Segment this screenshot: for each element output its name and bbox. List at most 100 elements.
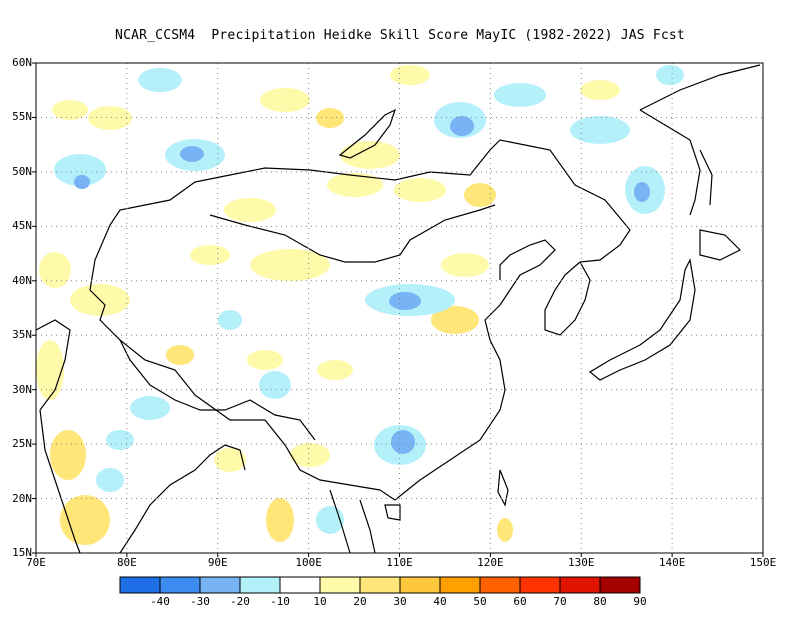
positive-skill-patch — [340, 141, 400, 169]
positive-skill-patch — [266, 498, 294, 542]
negative-skill-patch — [494, 83, 546, 107]
hainan-coast — [384, 504, 401, 521]
colorbar-swatch — [199, 576, 241, 594]
colorbar-label: 90 — [633, 595, 647, 608]
negative-skill-patch — [389, 292, 421, 310]
mongolia-border — [209, 204, 496, 263]
lat-tick-label: 60N — [12, 56, 32, 69]
lat-tick-label: 30N — [12, 382, 32, 396]
colorbar-label: 60 — [513, 595, 527, 608]
colorbar-label: 40 — [433, 595, 447, 608]
china-west-border — [89, 181, 265, 421]
lat-tick-label: 35N — [12, 328, 32, 342]
lon-tick-label: 100E — [295, 556, 322, 569]
negative-skill-patch — [391, 430, 415, 454]
positive-skill-patch — [50, 430, 86, 480]
lon-tick-label: 110E — [386, 556, 413, 569]
lat-tick-label: 25N — [12, 437, 32, 451]
lat-tick-label: 55N — [12, 110, 32, 124]
lat-tick-label: 45N — [12, 219, 32, 233]
negative-skill-patch — [634, 182, 650, 202]
colorbar-label: 50 — [473, 595, 487, 608]
positive-skill-patch — [316, 108, 344, 128]
lat-tick-label: 40N — [12, 273, 32, 287]
positive-skill-patch — [166, 345, 194, 365]
hokkaido-coast — [699, 229, 742, 261]
colorbar-label: 30 — [393, 595, 407, 608]
lon-tick-label: 140E — [658, 556, 686, 569]
colorbar — [119, 576, 641, 594]
colorbar-swatch — [359, 576, 401, 594]
positive-skill-patch — [60, 495, 110, 545]
colorbar-label: -10 — [270, 595, 290, 608]
positive-skill-patch — [431, 306, 479, 334]
india-coast — [39, 409, 246, 554]
colorbar-swatch — [159, 576, 201, 594]
negative-skill-patch — [130, 396, 170, 420]
lat-tick-label: 20N — [12, 491, 32, 505]
map-title: NCAR_CCSM4 Precipitation Heidke Skill Sc… — [115, 28, 685, 43]
positive-skill-patch — [327, 173, 383, 197]
negative-skill-patch — [259, 371, 291, 399]
axis-ticks — [32, 62, 764, 557]
negative-skill-patch — [180, 146, 204, 162]
positive-skill-patch — [464, 183, 496, 207]
china-east-coast — [394, 239, 556, 501]
negative-skill-patch — [106, 430, 134, 450]
negative-skill-patch — [138, 68, 182, 92]
positive-skill-patch — [39, 252, 71, 288]
colorbar-swatch — [319, 576, 361, 594]
lon-tick-label: 70E — [26, 556, 46, 569]
lon-tick-label: 80E — [116, 556, 137, 569]
colorbar-label: 20 — [353, 595, 367, 608]
russia-far-east-coast — [639, 64, 761, 216]
positive-skill-patch — [88, 106, 132, 130]
colorbar-swatch — [439, 576, 481, 594]
colorbar-swatch — [279, 576, 321, 594]
colorbar-swatch — [119, 576, 161, 594]
positive-skill-patch — [214, 448, 246, 472]
colorbar-label: -30 — [190, 595, 210, 608]
positive-skill-patch — [580, 80, 620, 100]
lake-baikal — [338, 108, 397, 159]
northern-border — [194, 139, 631, 263]
positive-skill-patch — [247, 350, 283, 370]
coastlines-and-borders — [35, 64, 761, 554]
positive-skill-patch — [394, 178, 446, 202]
japan-coast — [588, 258, 696, 381]
colorbar-label: -20 — [230, 595, 250, 608]
indochina-coast — [329, 489, 376, 554]
positive-skill-patch — [52, 100, 88, 120]
korea-coast — [544, 261, 591, 336]
lat-tick-label: 15N — [12, 546, 32, 559]
lon-tick-label: 150E — [749, 556, 777, 569]
sakhalin-coast — [699, 149, 713, 206]
positive-skill-patch — [250, 249, 330, 281]
colorbar-swatch — [239, 576, 281, 594]
positive-skill-patch — [224, 198, 276, 222]
colorbar-swatch — [559, 576, 601, 594]
lon-tick-label: 120E — [477, 556, 504, 569]
negative-skill-patch — [570, 116, 630, 144]
negative-skill-patch — [450, 116, 474, 136]
himalaya-border — [119, 339, 316, 441]
western-coast — [35, 319, 71, 411]
positive-skill-patch — [441, 253, 489, 277]
lat-tick-label: 50N — [12, 164, 32, 178]
southeast-asia-border — [264, 419, 396, 501]
colorbar-label: -40 — [150, 595, 170, 608]
positive-skill-patch — [290, 443, 330, 467]
colorbar-swatch — [479, 576, 521, 594]
lon-tick-label: 90E — [207, 556, 228, 569]
negative-skill-patch — [656, 65, 684, 85]
positive-skill-patch — [190, 245, 230, 265]
positive-skill-patch — [36, 340, 64, 400]
negative-skill-patch — [218, 310, 242, 330]
taiwan-coast — [497, 469, 509, 507]
positive-skill-patch — [497, 518, 513, 542]
negative-skill-patch — [96, 468, 124, 492]
positive-skill-patch — [390, 65, 430, 85]
graticule — [36, 63, 763, 553]
negative-skill-patch — [316, 506, 344, 534]
